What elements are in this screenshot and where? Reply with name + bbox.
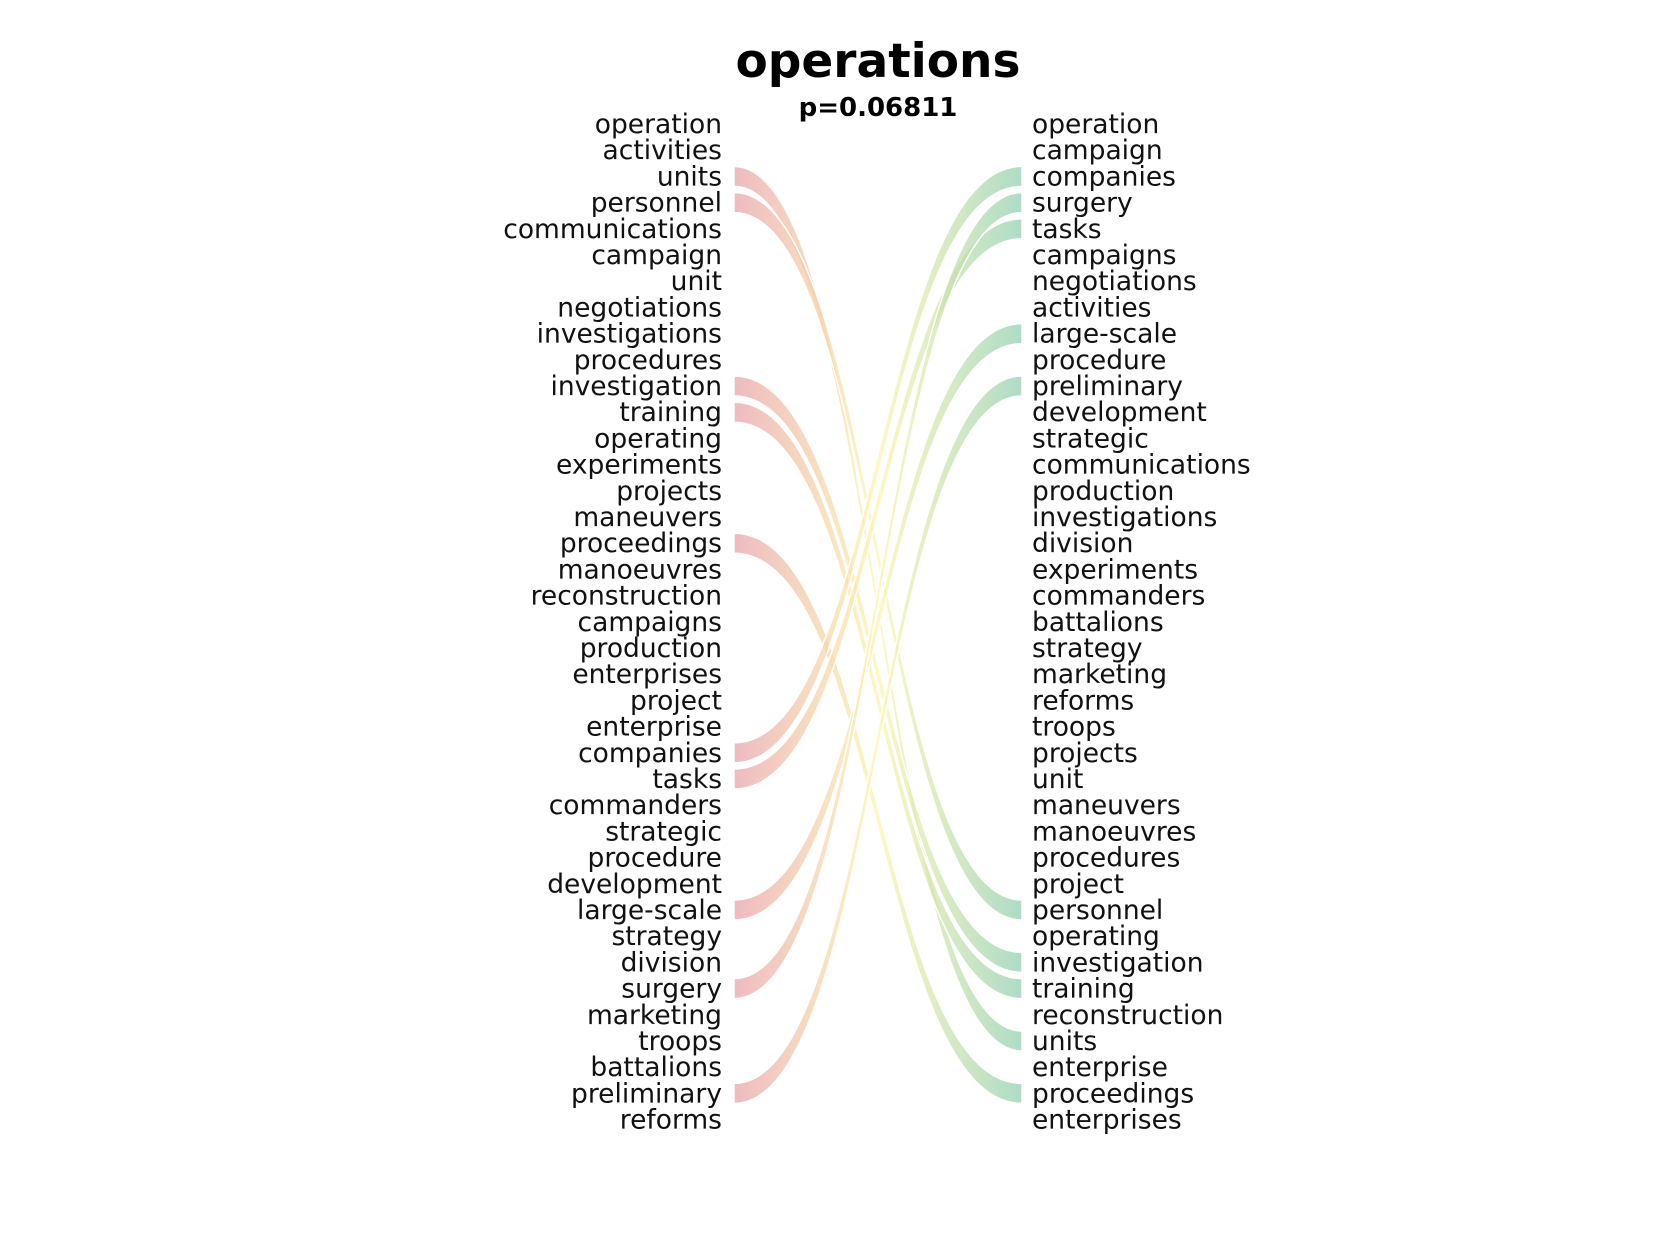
link-personnel — [733, 191, 1023, 921]
link-preliminary — [733, 375, 1023, 1105]
right-word-label: operation — [1032, 109, 1159, 140]
right-word-label: tasks — [1032, 214, 1102, 245]
left-word-label: tasks — [652, 764, 722, 795]
left-word-label: strategic — [605, 816, 722, 847]
right-word-label: companies — [1032, 161, 1176, 192]
right-word-label: activities — [1032, 292, 1151, 323]
left-word-column: operationactivitiesunitspersonnelcommuni… — [503, 109, 722, 1136]
left-word-label: battalions — [590, 1052, 722, 1083]
right-word-label: large-scale — [1032, 319, 1177, 350]
left-word-label: preliminary — [571, 1078, 722, 1109]
left-word-label: unit — [671, 266, 722, 297]
left-word-label: negotiations — [557, 292, 722, 323]
link-training — [733, 401, 1023, 1000]
right-word-label: negotiations — [1032, 266, 1197, 297]
right-word-label: investigations — [1032, 502, 1217, 533]
left-word-label: units — [657, 161, 722, 192]
link-large-scale — [733, 322, 1023, 921]
left-word-label: enterprises — [572, 659, 722, 690]
right-word-label: units — [1032, 1026, 1097, 1057]
right-word-label: project — [1032, 869, 1124, 900]
left-word-label: manoeuvres — [558, 554, 722, 585]
left-word-label: procedure — [588, 843, 722, 874]
left-word-label: development — [547, 869, 722, 900]
left-word-label: production — [580, 633, 722, 664]
left-word-label: investigations — [537, 319, 722, 350]
left-word-label: troops — [638, 1026, 722, 1057]
left-word-label: reforms — [620, 1105, 722, 1136]
right-word-label: production — [1032, 476, 1174, 507]
left-word-label: strategy — [611, 921, 722, 952]
right-word-label: campaigns — [1032, 240, 1176, 271]
right-word-label: operating — [1032, 921, 1160, 952]
right-word-label: battalions — [1032, 607, 1164, 638]
left-word-label: training — [619, 397, 722, 428]
right-word-label: personnel — [1032, 895, 1163, 926]
left-word-label: personnel — [591, 188, 722, 219]
left-word-label: investigation — [550, 371, 722, 402]
right-word-column: operationcampaigncompaniessurgerytasksca… — [1032, 109, 1251, 1136]
right-word-label: surgery — [1032, 188, 1133, 219]
right-word-label: experiments — [1032, 554, 1198, 585]
left-word-label: proceedings — [560, 528, 722, 559]
left-word-label: division — [621, 947, 722, 978]
left-word-label: maneuvers — [573, 502, 722, 533]
right-word-label: investigation — [1032, 947, 1204, 978]
left-word-label: companies — [578, 738, 722, 769]
links-layer — [733, 165, 1023, 1105]
right-word-label: reforms — [1032, 685, 1134, 716]
link-surgery — [733, 191, 1023, 1000]
left-word-label: operating — [594, 423, 722, 454]
right-word-label: procedures — [1032, 843, 1180, 874]
right-word-label: strategy — [1032, 633, 1143, 664]
link-investigation — [733, 375, 1023, 974]
left-word-label: campaigns — [578, 607, 722, 638]
right-word-label: troops — [1032, 712, 1116, 743]
right-word-label: strategic — [1032, 423, 1149, 454]
left-word-label: campaign — [591, 240, 722, 271]
right-word-label: division — [1032, 528, 1133, 559]
right-word-label: enterprises — [1032, 1105, 1182, 1136]
chart-subtitle: p=0.06811 — [799, 93, 958, 123]
right-word-label: training — [1032, 974, 1135, 1005]
right-word-label: procedure — [1032, 345, 1166, 376]
right-word-label: enterprise — [1032, 1052, 1168, 1083]
left-word-label: project — [630, 685, 722, 716]
right-word-label: development — [1032, 397, 1207, 428]
left-word-label: reconstruction — [531, 581, 722, 612]
left-word-label: surgery — [621, 974, 722, 1005]
left-word-label: operation — [595, 109, 722, 140]
right-word-label: reconstruction — [1032, 1000, 1223, 1031]
right-word-label: preliminary — [1032, 371, 1183, 402]
link-companies — [733, 165, 1023, 764]
right-word-label: unit — [1032, 764, 1083, 795]
right-word-label: maneuvers — [1032, 790, 1181, 821]
right-word-label: campaign — [1032, 135, 1163, 166]
left-word-label: procedures — [574, 345, 722, 376]
right-word-label: marketing — [1032, 659, 1167, 690]
left-word-label: experiments — [556, 450, 722, 481]
right-word-label: manoeuvres — [1032, 816, 1196, 847]
right-word-label: commanders — [1032, 581, 1205, 612]
right-word-label: proceedings — [1032, 1078, 1194, 1109]
right-word-label: communications — [1032, 450, 1251, 481]
left-word-label: enterprise — [586, 712, 722, 743]
chart-title: operations — [735, 34, 1020, 89]
left-word-label: communications — [503, 214, 722, 245]
right-word-label: projects — [1032, 738, 1138, 769]
left-word-label: activities — [603, 135, 722, 166]
left-word-label: commanders — [549, 790, 722, 821]
left-word-label: marketing — [587, 1000, 722, 1031]
link-tasks — [733, 218, 1023, 790]
left-word-label: projects — [616, 476, 722, 507]
left-word-label: large-scale — [577, 895, 722, 926]
